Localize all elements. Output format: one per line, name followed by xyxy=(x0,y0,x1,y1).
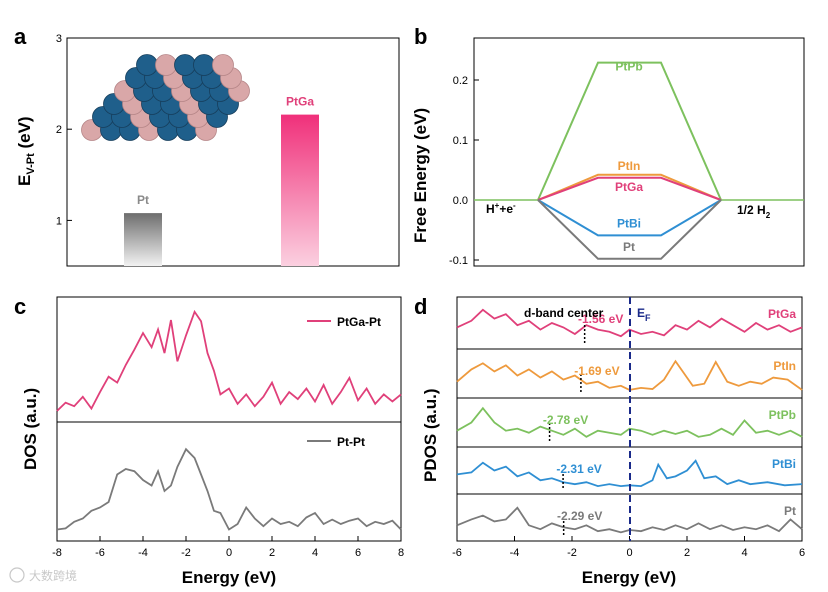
d-band-center-value-ptin: -1.69 eV xyxy=(574,364,619,378)
x-tick-label: 0 xyxy=(226,547,232,559)
panel-b-label: b xyxy=(414,24,427,49)
path-pt xyxy=(537,199,722,260)
panel-b-frame xyxy=(473,37,805,267)
y-tick-label: 2 xyxy=(56,124,62,136)
x-tick-label: 6 xyxy=(355,547,361,559)
pdos-curve-ptga xyxy=(456,308,803,338)
panel-c-label: c xyxy=(14,294,26,319)
panel-a: a 1 2 3 Pt PtGa EV-Pt (eV) xyxy=(14,24,400,267)
watermark-logo-icon xyxy=(9,567,25,583)
d-band-center-label: d-band center xyxy=(524,306,604,320)
x-tick-label: -2 xyxy=(181,547,191,559)
x-tick-label: -4 xyxy=(138,547,148,559)
series-label-ptga: PtGa xyxy=(768,307,796,321)
x-tick-label: 2 xyxy=(269,547,275,559)
panel-c-x-axis-label: Energy (eV) xyxy=(182,568,276,587)
panel-c-curves xyxy=(56,309,402,531)
bar-pt xyxy=(124,213,162,266)
panel-d-y-axis-label: PDOS (a.u.) xyxy=(421,388,440,482)
y-tick-label: 0.0 xyxy=(453,195,468,207)
x-tick-label: 2 xyxy=(684,547,690,559)
watermark-text: 大数跨境 xyxy=(29,568,77,583)
panel-b: b -0.1 0.0 0.1 0.2 PtPb PtIn PtGa PtBi Pt Free … xyxy=(411,24,805,267)
d-band-center-value-pt: -2.29 eV xyxy=(557,509,602,523)
panel-c-legend: PtGa-Pt Pt-Pt xyxy=(307,315,381,449)
x-tick-label: 4 xyxy=(312,547,318,559)
panel-b-initial-state-label: H++e- xyxy=(486,201,516,216)
panel-d-label: d xyxy=(414,294,427,319)
x-tick-label: -2 xyxy=(567,547,577,559)
path-ptin xyxy=(537,173,722,201)
y-tick-label: 0.1 xyxy=(453,135,468,147)
y-tick-label: 0.2 xyxy=(453,75,468,87)
series-label-ptbi: PtBi xyxy=(772,457,796,471)
series-label-ptpb: PtPb xyxy=(615,60,642,74)
atom-sphere xyxy=(193,54,215,76)
path-ptga xyxy=(537,176,722,201)
path-ptbi xyxy=(537,199,722,237)
y-tick-label: -0.1 xyxy=(449,255,468,267)
x-tick-label: -6 xyxy=(452,547,462,559)
panel-d-x-ticks: -6 -4 -2 0 2 4 6 xyxy=(452,536,805,559)
bar-label-ptga: PtGa xyxy=(286,95,314,109)
watermark: 大数跨境 xyxy=(9,567,77,583)
panel-c-x-ticks: -8 -6 -4 -2 0 2 4 6 8 xyxy=(52,536,404,559)
x-tick-label: -4 xyxy=(510,547,520,559)
series-label-ptpb: PtPb xyxy=(769,408,796,422)
x-tick-label: -6 xyxy=(95,547,105,559)
atom-sphere xyxy=(155,54,177,76)
series-label-ptin: PtIn xyxy=(773,359,796,373)
dos-curve-pt-pt xyxy=(56,447,402,531)
d-band-center-value-ptpb: -2.78 eV xyxy=(543,413,588,427)
series-label-ptbi: PtBi xyxy=(617,216,641,230)
bar-ptga xyxy=(281,114,319,266)
panel-d: d -1.56 eV PtGa -1.69 eV PtIn -2.78 eV PtPb -2… xyxy=(414,294,805,587)
bar-label-pt: Pt xyxy=(137,193,149,207)
atom-sphere xyxy=(174,54,196,76)
atom-sphere xyxy=(136,54,158,76)
atom-sphere xyxy=(212,54,234,76)
panel-a-frame xyxy=(66,37,400,267)
panel-b-final-state-label: 1/2 H2 xyxy=(737,203,771,220)
panel-b-y-ticks: -0.1 0.0 0.1 0.2 xyxy=(449,75,479,267)
x-tick-label: 8 xyxy=(398,547,404,559)
legend-label: Pt-Pt xyxy=(337,435,365,449)
dos-curve-ptga-pt xyxy=(56,309,402,412)
panel-a-bars: Pt PtGa xyxy=(124,95,319,266)
legend-label: PtGa-Pt xyxy=(337,315,381,329)
fermi-level-label: EF xyxy=(637,306,651,323)
panel-a-y-ticks: 1 2 3 xyxy=(56,33,72,227)
panel-a-y-axis-label: EV-Pt (eV) xyxy=(15,116,37,186)
x-tick-label: 4 xyxy=(741,547,747,559)
panel-c-y-axis-label: DOS (a.u.) xyxy=(21,388,40,470)
panel-c-frame xyxy=(56,296,402,542)
d-band-center-value-ptga: -1.56 eV xyxy=(578,312,623,326)
series-label-ptin: PtIn xyxy=(618,159,641,173)
panel-b-series-labels: PtPb PtIn PtGa PtBi Pt xyxy=(615,60,643,254)
panel-b-y-axis-label: Free Energy (eV) xyxy=(411,108,430,243)
panel-d-x-axis-label: Energy (eV) xyxy=(582,568,676,587)
pt-ga-cluster-model-icon xyxy=(78,46,250,154)
pdos-curve-ptpb xyxy=(456,406,803,438)
series-label-pt: Pt xyxy=(623,240,635,254)
path-ptpb xyxy=(537,61,722,201)
d-band-center-value-ptbi: -2.31 eV xyxy=(556,462,601,476)
x-tick-label: 6 xyxy=(799,547,805,559)
panel-a-label: a xyxy=(14,24,27,49)
panel-b-energy-paths xyxy=(474,61,804,260)
x-tick-label: 0 xyxy=(626,547,632,559)
panel-c: c -8 -6 -4 -2 0 2 4 6 8 PtGa-Pt Pt-Pt Energy (eV)… xyxy=(14,294,404,587)
series-label-pt: Pt xyxy=(784,504,796,518)
x-tick-label: -8 xyxy=(52,547,62,559)
series-label-ptga: PtGa xyxy=(615,180,643,194)
y-tick-label: 1 xyxy=(56,215,62,227)
y-tick-label: 3 xyxy=(56,33,62,45)
